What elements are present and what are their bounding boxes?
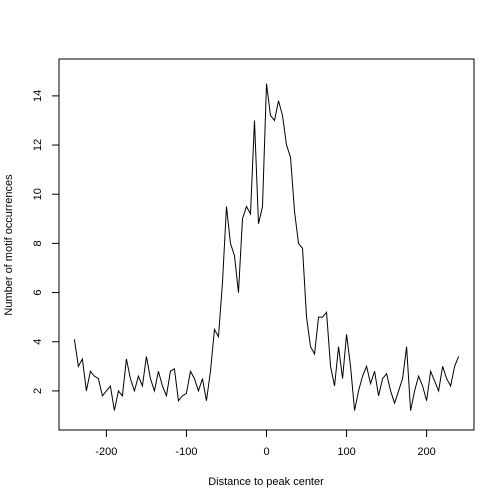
y-tick-label: 12 (32, 139, 44, 151)
plot-box (58, 58, 475, 431)
x-tick-label: 0 (263, 446, 269, 458)
y-tick-label: 4 (32, 339, 44, 345)
x-axis-label: Distance to peak center (208, 476, 324, 488)
x-tick-label: 100 (337, 446, 355, 458)
x-tick-label: -100 (175, 446, 197, 458)
y-axis-label: Number of motif occurrences (3, 174, 15, 316)
y-tick-label: 6 (32, 290, 44, 296)
y-tick-label: 2 (32, 388, 44, 394)
y-tick-label: 14 (32, 90, 44, 102)
data-line (73, 83, 460, 411)
y-tick-label: 10 (32, 188, 44, 200)
x-tick-label: 200 (417, 446, 435, 458)
x-tick-label: -200 (95, 446, 117, 458)
y-tick-label: 8 (32, 240, 44, 246)
